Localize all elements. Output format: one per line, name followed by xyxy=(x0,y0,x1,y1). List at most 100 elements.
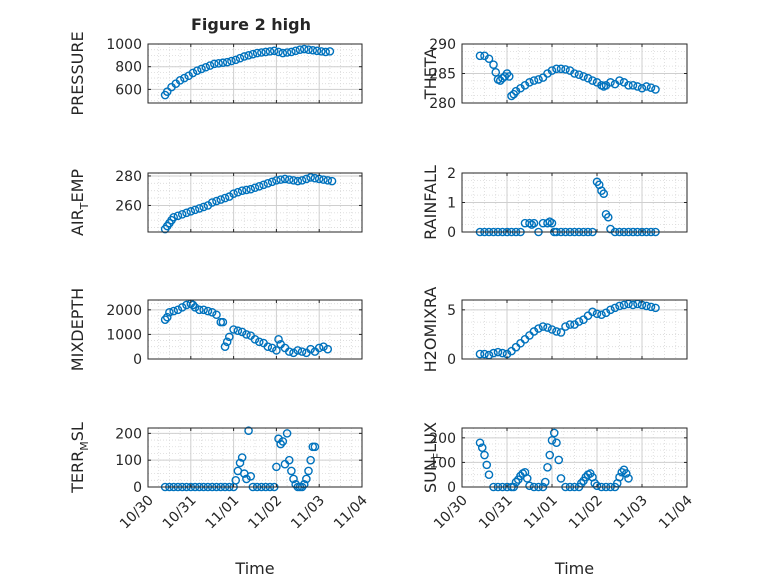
data-point xyxy=(244,426,253,435)
data-point xyxy=(242,185,251,195)
data-point xyxy=(525,78,534,87)
data-point xyxy=(239,52,249,61)
x-tick-label: 11/01 xyxy=(203,493,243,533)
data-point xyxy=(617,467,627,477)
data-point xyxy=(274,434,283,444)
data-point xyxy=(267,177,277,187)
data-point xyxy=(182,300,191,310)
data-point xyxy=(222,57,232,67)
data-point xyxy=(201,62,211,72)
data-point xyxy=(237,186,247,195)
data-point xyxy=(272,346,281,355)
data-point xyxy=(610,303,620,313)
x-axis-label: Time xyxy=(554,559,594,578)
data-point xyxy=(327,176,337,186)
data-point xyxy=(579,72,588,81)
data-point xyxy=(265,47,275,56)
x-tick-label: 10/30 xyxy=(117,493,157,533)
data-point xyxy=(628,300,638,310)
data-point xyxy=(237,327,247,337)
data-point xyxy=(570,69,579,78)
data-point xyxy=(522,474,532,483)
y-axis-label: MIXDEPTH xyxy=(68,288,87,371)
data-point xyxy=(242,330,251,339)
data-point xyxy=(297,347,307,356)
data-point xyxy=(628,81,638,90)
data-point xyxy=(289,474,298,484)
data-point xyxy=(220,193,230,203)
y-axis-label: SUNFLUX xyxy=(421,422,444,493)
axes-box xyxy=(147,172,363,233)
data-point xyxy=(272,462,281,472)
subplot-8: 10/30 10/31 11/01 11/02 11/03 11/04 0 100 200SUN… xyxy=(421,422,696,578)
data-point xyxy=(552,327,561,336)
plot-area xyxy=(462,428,687,487)
y-axis-label: TERRMSL xyxy=(68,422,91,494)
data-point xyxy=(297,176,307,185)
data-point xyxy=(561,65,570,74)
data-point xyxy=(246,184,256,194)
data-point xyxy=(242,474,251,484)
data-point xyxy=(306,344,315,354)
data-point xyxy=(160,315,170,324)
y-tick-label: 0 xyxy=(447,480,456,496)
data-point xyxy=(603,212,613,222)
data-point xyxy=(642,301,651,311)
data-point xyxy=(317,47,326,56)
x-tick-label: 10/31 xyxy=(160,493,200,533)
data-point xyxy=(291,46,300,56)
data-point xyxy=(588,76,597,85)
data-point xyxy=(507,91,516,101)
data-point xyxy=(592,481,602,491)
data-point xyxy=(599,189,609,198)
data-point xyxy=(248,49,258,59)
y-axis-label: THETA xyxy=(421,48,440,100)
subplot-5: 0 1000 2000 MIXDEPTH xyxy=(68,288,363,371)
data-point xyxy=(173,211,183,221)
x-tick-label: 11/03 xyxy=(611,493,651,533)
y-tick-label: 200 xyxy=(115,426,142,442)
data-point xyxy=(222,337,232,347)
data-point xyxy=(511,477,521,487)
axes-box xyxy=(461,427,688,488)
data-point xyxy=(624,81,633,90)
axes-box xyxy=(461,299,688,360)
data-point xyxy=(642,82,651,91)
data-point xyxy=(545,450,555,460)
data-point xyxy=(534,75,543,84)
data-point xyxy=(203,306,213,316)
data-point xyxy=(237,453,247,462)
data-point xyxy=(205,61,215,70)
axes-box xyxy=(147,299,363,360)
data-point xyxy=(263,179,273,188)
data-point xyxy=(210,59,219,69)
data-point xyxy=(540,477,550,487)
data-point xyxy=(282,48,292,57)
data-point xyxy=(302,474,311,484)
data-point xyxy=(199,202,208,212)
data-point xyxy=(588,307,597,317)
data-point xyxy=(312,46,322,56)
data-point xyxy=(480,450,489,460)
data-point xyxy=(621,469,631,478)
data-point xyxy=(574,317,584,326)
data-point xyxy=(556,328,566,337)
data-point xyxy=(615,472,624,482)
data-point xyxy=(231,475,241,485)
data-point xyxy=(480,349,489,359)
x-tick-label: 11/02 xyxy=(566,493,606,533)
data-point xyxy=(304,45,313,54)
data-point xyxy=(177,303,187,312)
data-point xyxy=(289,176,298,185)
data-point xyxy=(306,455,315,465)
data-point xyxy=(308,45,318,55)
x-tick-label: 10/30 xyxy=(431,493,471,533)
data-point xyxy=(556,64,566,74)
plot-area xyxy=(148,428,362,487)
data-point xyxy=(177,209,187,219)
data-point xyxy=(475,438,485,448)
data-point xyxy=(235,458,245,468)
y-tick-label: 260 xyxy=(115,198,142,214)
data-point xyxy=(606,78,615,87)
